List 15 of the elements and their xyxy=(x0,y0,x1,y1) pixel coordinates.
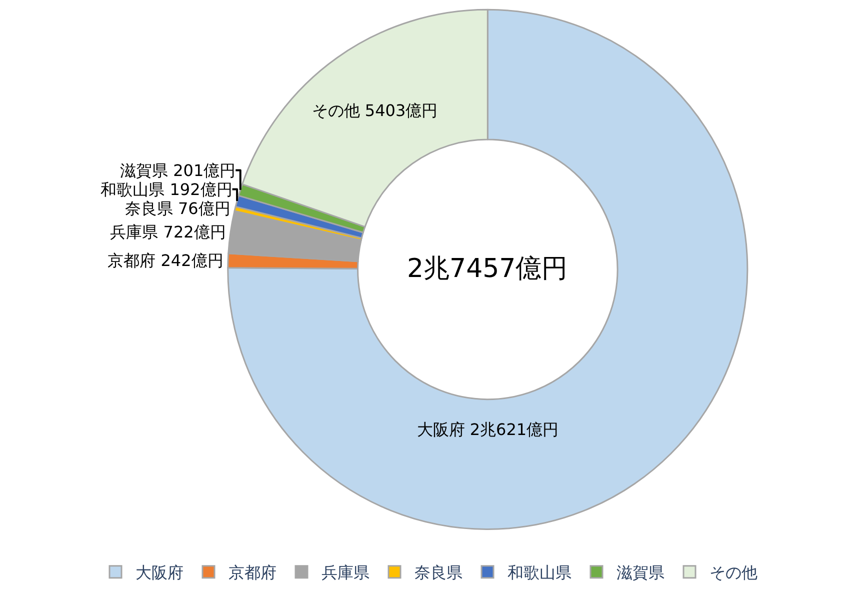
data-label: 奈良県 76億円 xyxy=(124,198,230,218)
legend-label: 京都府 xyxy=(228,563,276,582)
data-label: その他 5403億円 xyxy=(312,101,438,120)
data-label: 京都府 242億円 xyxy=(108,251,224,270)
legend-label: 兵庫県 xyxy=(322,563,370,582)
data-label: 和歌山県 192億円 xyxy=(100,180,232,199)
legend-label: 和歌山県 xyxy=(508,563,572,582)
legend-label: その他 xyxy=(710,563,758,582)
text: 2兆7457億円 xyxy=(407,254,568,284)
data-label: 滋賀県 201億円 xyxy=(120,160,236,180)
legend-label: 奈良県 xyxy=(414,563,462,582)
data-label: 兵庫県 722億円 xyxy=(110,222,226,242)
legend-label: 大阪府 xyxy=(136,563,184,582)
legend-label: 滋賀県 xyxy=(616,563,664,582)
data-label: 大阪府 2兆621億円 xyxy=(416,420,559,440)
